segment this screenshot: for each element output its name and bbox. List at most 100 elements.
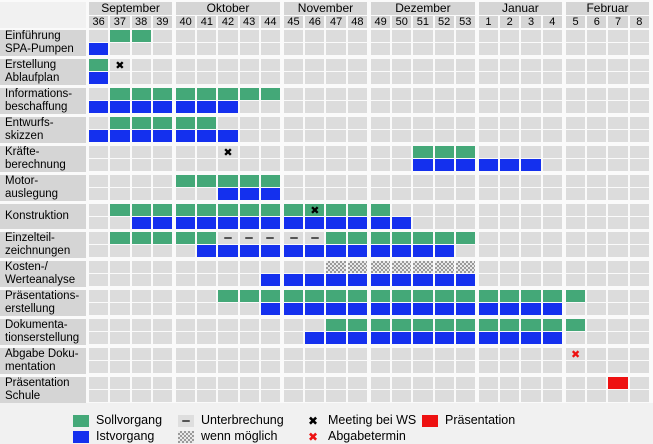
- ist-subrow: [176, 274, 280, 286]
- gantt-cell-ist-w40: [176, 332, 196, 344]
- soll-subrow: [89, 175, 173, 187]
- gantt-cell-soll-w52: [434, 261, 454, 273]
- soll-subrow: [565, 204, 649, 216]
- gantt-cell-ist-w44: [260, 361, 280, 373]
- meeting-x-icon: ✖: [307, 413, 319, 428]
- gantt-cell-ist-w3: [521, 130, 541, 142]
- gantt-cell-soll-w49: [371, 175, 391, 187]
- gantt-cell-soll-w36: [89, 348, 109, 360]
- gantt-cell-soll-w43: [239, 348, 259, 360]
- gantt-cell-soll-w42: [218, 261, 238, 273]
- gantt-cell-ist-w42: [218, 303, 238, 315]
- gantt-cell-ist-w40: [176, 361, 196, 373]
- gantt-cell-ist-w38: [131, 72, 151, 84]
- soll-subrow: [565, 88, 649, 100]
- gantt-cell-soll-w51: [413, 319, 433, 331]
- gantt-cell-ist-w48: [347, 332, 367, 344]
- gantt-cell-ist-w36: [89, 159, 109, 171]
- gantt-cell-soll-w38: [131, 348, 151, 360]
- gantt-cell-ist-w49: [371, 101, 391, 113]
- gantt-cell-soll-w47: [326, 175, 346, 187]
- task-label-line: Präsentations-: [5, 290, 80, 302]
- gantt-cell-soll-w53: [455, 175, 475, 187]
- gantt-cell-ist-w50: [392, 217, 412, 229]
- task-row: Kräfte-berechnung ✖: [0, 146, 653, 172]
- gantt-cell-ist-w50: [392, 274, 412, 286]
- gantt-cell-ist-w48: [347, 245, 367, 257]
- month-cells: [283, 319, 367, 345]
- gantt-cell-ist-w47: [326, 303, 346, 315]
- gantt-cell-soll-w47: [326, 30, 346, 42]
- gantt-cell-ist-w2: [500, 332, 520, 344]
- gantt-cell-soll-w50: [392, 59, 412, 71]
- gantt-cell-ist-w5: [565, 274, 586, 286]
- gantt-cell-soll-w6: [587, 232, 607, 244]
- gantt-cell-ist-w42: [218, 159, 238, 171]
- gantt-cell-ist-w46: [305, 245, 325, 257]
- gantt-cell-soll-w43: [239, 59, 259, 71]
- task-row: Dokumenta-tionserstellung: [0, 319, 653, 345]
- soll-subrow: [565, 290, 649, 302]
- soll-subrow: [565, 146, 649, 158]
- gantt-cell-ist-w38: [131, 274, 151, 286]
- gantt-cell-ist-w37: [110, 361, 130, 373]
- gantt-cell-soll-w51: [413, 377, 433, 389]
- soll-subrow: [176, 377, 280, 389]
- gantt-cell-soll-w4: [542, 59, 562, 71]
- gantt-cell-ist-w49: [371, 390, 391, 402]
- gantt-cell-ist-w4: [542, 101, 562, 113]
- gantt-cell-soll-w40: [176, 319, 196, 331]
- gantt-cell-ist-w37: [110, 245, 130, 257]
- task-label-line: Motor-: [5, 175, 39, 187]
- month-cells: [371, 377, 475, 403]
- gantt-cell-soll-w44: [260, 175, 280, 187]
- gantt-cell-soll-w8: [629, 232, 649, 244]
- month-cells: [565, 319, 649, 345]
- gantt-cell-soll-w50: [392, 261, 412, 273]
- month-cells: [283, 59, 367, 85]
- ist-subrow: [371, 130, 475, 142]
- gantt-cell-ist-w40: [176, 390, 196, 402]
- gantt-cell-soll-w36: [89, 146, 109, 158]
- gantt-cell-soll-w50: [392, 117, 412, 129]
- soll-subrow: [565, 117, 649, 129]
- gantt-cell-soll-w39: [152, 59, 173, 71]
- gantt-cell-soll-w48: [347, 377, 367, 389]
- gantt-cell-soll-w4: [542, 261, 562, 273]
- gantt-cell-ist-w39: [152, 303, 173, 315]
- gantt-cell-ist-w2: [500, 130, 520, 142]
- month-cells: [176, 232, 280, 258]
- gantt-cell-ist-w42: [218, 390, 238, 402]
- gantt-cell-soll-w8: [629, 377, 649, 389]
- gantt-cell-ist-w37: [110, 217, 130, 229]
- gantt-cell-ist-w7: [608, 274, 628, 286]
- gantt-cell-ist-w1: [478, 101, 499, 113]
- month-cells: [478, 290, 562, 316]
- deadline-x-icon: ✖: [307, 429, 319, 444]
- gantt-cell-ist-w44: [260, 217, 280, 229]
- task-row: Erstellung Ablaufplan ✖: [0, 59, 653, 85]
- month-cells: [176, 88, 280, 114]
- soll-subrow: [89, 117, 173, 129]
- gantt-cell-ist-w8: [629, 245, 649, 257]
- gantt-cell-soll-w40: [176, 261, 196, 273]
- task-label-line: Einführung: [5, 30, 61, 42]
- gantt-cell-ist-w52: [434, 274, 454, 286]
- gantt-cell-soll-w44: [260, 30, 280, 42]
- gantt-cell-ist-w5: [565, 159, 586, 171]
- gantt-cell-soll-w49: [371, 348, 391, 360]
- gantt-cell-soll-w48: [347, 175, 367, 187]
- gantt-cell-ist-w2: [500, 101, 520, 113]
- soll-subrow: [371, 377, 475, 389]
- month-cells: [565, 30, 649, 56]
- task-label: Informations-beschaffung: [0, 88, 86, 114]
- soll-subrow: [89, 232, 173, 244]
- gantt-cell-soll-w37: [110, 175, 130, 187]
- legend-column: Sollvorgang Istvorgang: [73, 414, 178, 443]
- gantt-cell-ist-w48: [347, 101, 367, 113]
- gantt-cell-soll-w46: [305, 30, 325, 42]
- ist-subrow: [89, 303, 173, 315]
- gantt-cell-soll-w45: [283, 377, 304, 389]
- ist-subrow: [565, 188, 649, 200]
- gantt-cell-ist-w44: [260, 274, 280, 286]
